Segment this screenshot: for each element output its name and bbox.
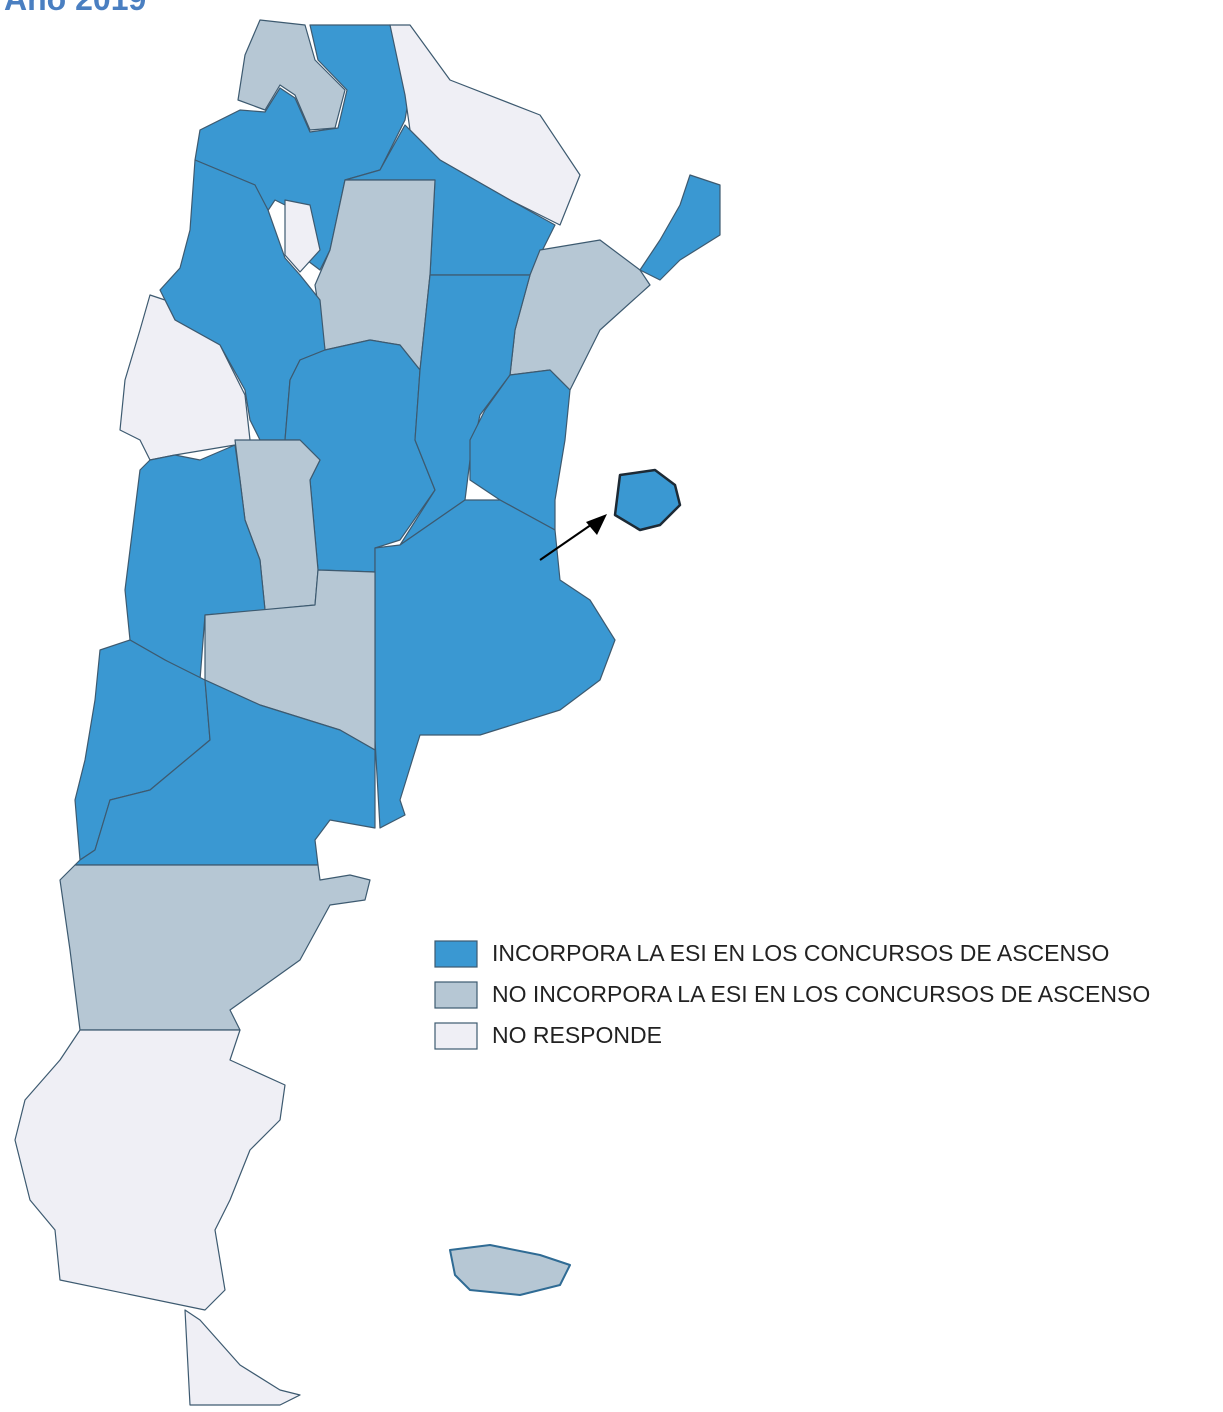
legend-label: NO RESPONDE [492,1022,662,1048]
legend-swatch [434,981,478,1009]
arrow-line [539,519,599,561]
legend-label: NO INCORPORA LA ESI EN LOS CONCURSOS DE … [492,981,1150,1007]
province [14,1029,286,1311]
legend-swatch [434,940,478,968]
province [374,499,616,829]
islands [449,1244,571,1296]
provinces [14,19,721,1406]
province [389,24,581,226]
province [237,19,346,131]
province [639,174,721,281]
province [184,1309,301,1406]
province [119,294,251,461]
arrow-head [586,514,607,535]
province [59,864,371,1031]
map-title: Año 2019 [4,0,146,17]
legend-label: INCORPORA LA ESI EN LOS CONCURSOS DE ASC… [492,940,1109,966]
province [284,199,321,273]
legend-swatch [434,1022,478,1050]
province [399,274,531,546]
province [613,468,682,532]
